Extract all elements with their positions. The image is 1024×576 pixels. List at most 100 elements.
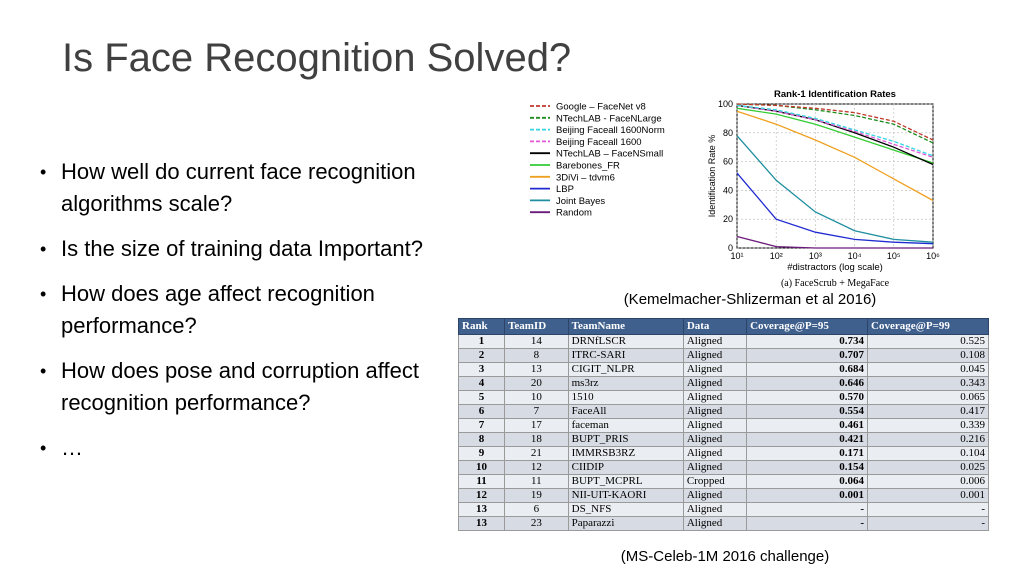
table-row: 10 12 CIIDIP Aligned 0.154 0.025 <box>457 460 989 475</box>
table-header-cell: TeamName <box>567 318 684 335</box>
table-row: 1 14 DRNfLSCR Aligned 0.734 0.525 <box>457 334 989 349</box>
table-cell: 7 <box>504 404 569 419</box>
table-cell: 0.421 <box>746 432 869 447</box>
table-cell: 10 <box>457 460 506 475</box>
table-cell: FaceAll <box>567 404 684 419</box>
table-cell: 11 <box>457 474 506 489</box>
table-cell: 0.646 <box>746 376 869 391</box>
table-cell: 0.554 <box>746 404 869 419</box>
x-axis-label: #distractors (log scale) <box>787 262 883 273</box>
legend-label: NTechLAB – FaceNSmall <box>556 149 663 160</box>
table-row: 12 19 NII-UIT-KAORI Aligned 0.001 0.001 <box>457 488 989 503</box>
x-tick-label: 10⁵ <box>887 251 901 261</box>
chart-title: Rank-1 Identification Rates <box>774 89 896 100</box>
table-cell: Aligned <box>682 432 748 447</box>
table-caption: (MS-Celeb-1M 2016 challenge) <box>620 548 830 565</box>
table-cell: NII-UIT-KAORI <box>567 488 684 503</box>
bullet-item: •… <box>40 432 460 464</box>
x-tick-label: 10⁶ <box>926 251 940 261</box>
table-cell: 6 <box>504 502 569 517</box>
table-cell: 0.025 <box>867 460 989 475</box>
table-cell: 0.734 <box>746 334 869 349</box>
table-cell: 0.570 <box>746 390 869 405</box>
table-cell: 0.064 <box>746 474 869 489</box>
bullet-item: • How well do current face recognition al… <box>40 156 460 220</box>
legend-label: Barebones_FR <box>556 161 620 172</box>
bullet-text: How does pose and corruption affect reco… <box>61 358 419 415</box>
results-table: Rank TeamID TeamName Data Coverage@P=95 Cover… <box>457 318 989 531</box>
table-cell: Paparazzi <box>567 516 684 531</box>
table-cell: 11 <box>504 474 569 489</box>
bullet-marker: • <box>40 239 47 259</box>
table-cell: 19 <box>504 488 569 503</box>
table-cell: 1 <box>457 334 506 349</box>
table-row: 6 7 FaceAll Aligned 0.554 0.417 <box>457 404 989 419</box>
chart-subtitle: (a) FaceScrub + MegaFace <box>781 278 890 289</box>
table-cell: 21 <box>504 446 569 461</box>
bullet-text: … <box>61 435 83 460</box>
table-row: 9 21 IMMRSB3RZ Aligned 0.171 0.104 <box>457 446 989 461</box>
table-cell: Aligned <box>682 348 748 363</box>
table-cell: 0.461 <box>746 418 869 433</box>
table-cell: 0.001 <box>746 488 869 503</box>
series-line <box>736 235 933 249</box>
table-cell: 0.417 <box>867 404 989 419</box>
table-cell: Aligned <box>682 502 748 517</box>
x-tick-label: 10³ <box>809 251 822 261</box>
table-cell: 13 <box>457 516 506 531</box>
table-body: 1 14 DRNfLSCR Aligned 0.734 0.525 2 8 ITRC-SARI A… <box>457 334 989 531</box>
legend-label: Random <box>556 208 592 219</box>
series-line <box>736 135 934 243</box>
table-cell: 0.684 <box>746 362 869 377</box>
table-row: 4 20 ms3rz Aligned 0.646 0.343 <box>457 376 989 391</box>
line-chart-svg: Rank-1 Identification Rates 0 20 40 60 80 100 1… <box>530 89 940 289</box>
table-header-cell: Data <box>682 318 748 335</box>
bullet-marker: • <box>40 162 47 182</box>
megaface-chart: Rank-1 Identification Rates 0 20 40 60 80 100 1… <box>525 86 945 291</box>
y-tick-label: 60 <box>723 157 733 167</box>
table-cell: 14 <box>504 334 569 349</box>
table-cell: BUPT_MCPRL <box>567 474 684 489</box>
series-line <box>736 107 934 164</box>
table-cell: ITRC-SARI <box>567 348 684 363</box>
table-row: 13 6 DS_NFS Aligned - - <box>457 502 989 517</box>
legend-label: NTechLAB - FaceNLarge <box>556 113 662 124</box>
table-cell: 13 <box>504 362 569 377</box>
bullet-text: How well do current face recognition alg… <box>61 159 416 216</box>
table-header-row: Rank TeamID TeamName Data Coverage@P=95 Cover… <box>457 318 989 335</box>
chart-caption: (Kemelmacher-Shlizerman et al 2016) <box>623 291 877 308</box>
table-cell: 6 <box>457 404 506 419</box>
table-cell: 10 <box>504 390 569 405</box>
bullet-item: • How does pose and corruption affect rec… <box>40 355 460 419</box>
y-tick-label: 100 <box>718 99 733 109</box>
table-row: 13 23 Paparazzi Aligned - - <box>457 516 989 531</box>
table-cell: CIIDIP <box>567 460 684 475</box>
table-cell: 0.154 <box>746 460 869 475</box>
y-axis-label: Identification Rate % <box>707 135 717 218</box>
series-line <box>736 104 934 158</box>
table-cell: - <box>867 502 989 517</box>
series-line <box>736 172 934 245</box>
table-cell: faceman <box>567 418 684 433</box>
table-cell: 20 <box>504 376 569 391</box>
table-cell: 0.216 <box>867 432 989 447</box>
table-cell: 12 <box>457 488 506 503</box>
series-line <box>736 103 934 141</box>
table-cell: CIGIT_NLPR <box>567 362 684 377</box>
legend-label: 3DiVi – tdvm6 <box>556 172 615 183</box>
table-header-cell: TeamID <box>504 318 569 335</box>
table-cell: 23 <box>504 516 569 531</box>
table-cell: ms3rz <box>567 376 684 391</box>
legend-label: Beijing Faceall 1600 <box>556 137 642 148</box>
x-tick-label: 10¹ <box>730 251 743 261</box>
table-cell: 8 <box>457 432 506 447</box>
legend-label: LBP <box>556 184 574 195</box>
table-cell: 7 <box>457 418 506 433</box>
table-cell: 4 <box>457 376 506 391</box>
table-cell: Aligned <box>682 418 748 433</box>
table-cell: Aligned <box>682 460 748 475</box>
table-cell: BUPT_PRIS <box>567 432 684 447</box>
legend-label: Beijing Faceall 1600Norm <box>556 125 665 136</box>
table-cell: 8 <box>504 348 569 363</box>
table-cell: Aligned <box>682 446 748 461</box>
